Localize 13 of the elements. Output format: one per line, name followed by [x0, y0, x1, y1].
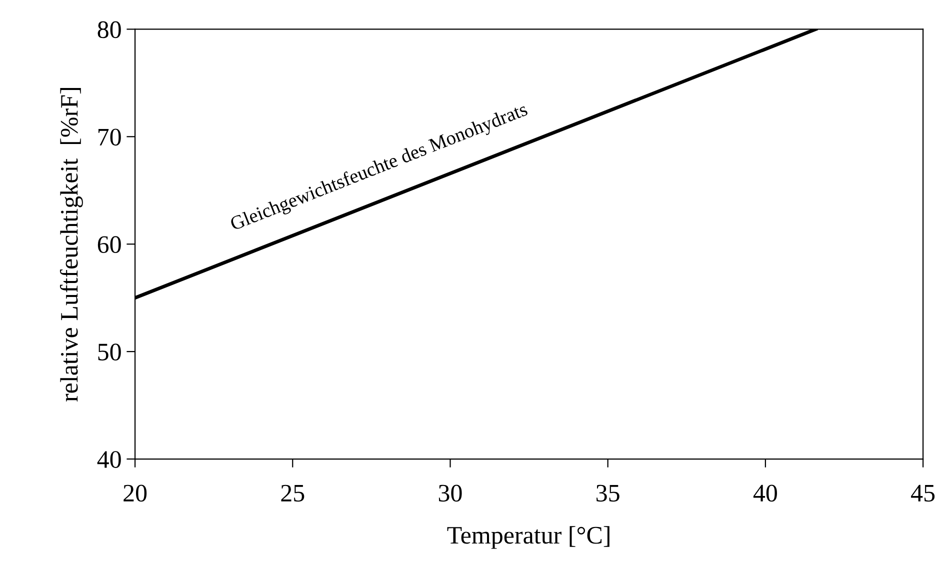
- y-tick-label: 80: [98, 21, 121, 38]
- x-tick-label: 40: [753, 484, 777, 502]
- x-axis-title: Temperatur [°C]: [447, 526, 610, 549]
- x-tick-label: 20: [124, 484, 147, 502]
- x-tick-label: 35: [596, 484, 620, 502]
- y-axis-title: relative Luftfeuchtigkeit [%rF]: [60, 88, 83, 402]
- x-tick-label: 25: [281, 484, 304, 502]
- y-tick-label: 40: [97, 451, 121, 468]
- y-tick-label: 60: [98, 236, 121, 254]
- x-tick-label: 30: [438, 484, 462, 502]
- y-tick-label: 70: [98, 128, 121, 146]
- x-tick-label: 45: [911, 484, 935, 502]
- y-tick-label: 50: [98, 344, 121, 360]
